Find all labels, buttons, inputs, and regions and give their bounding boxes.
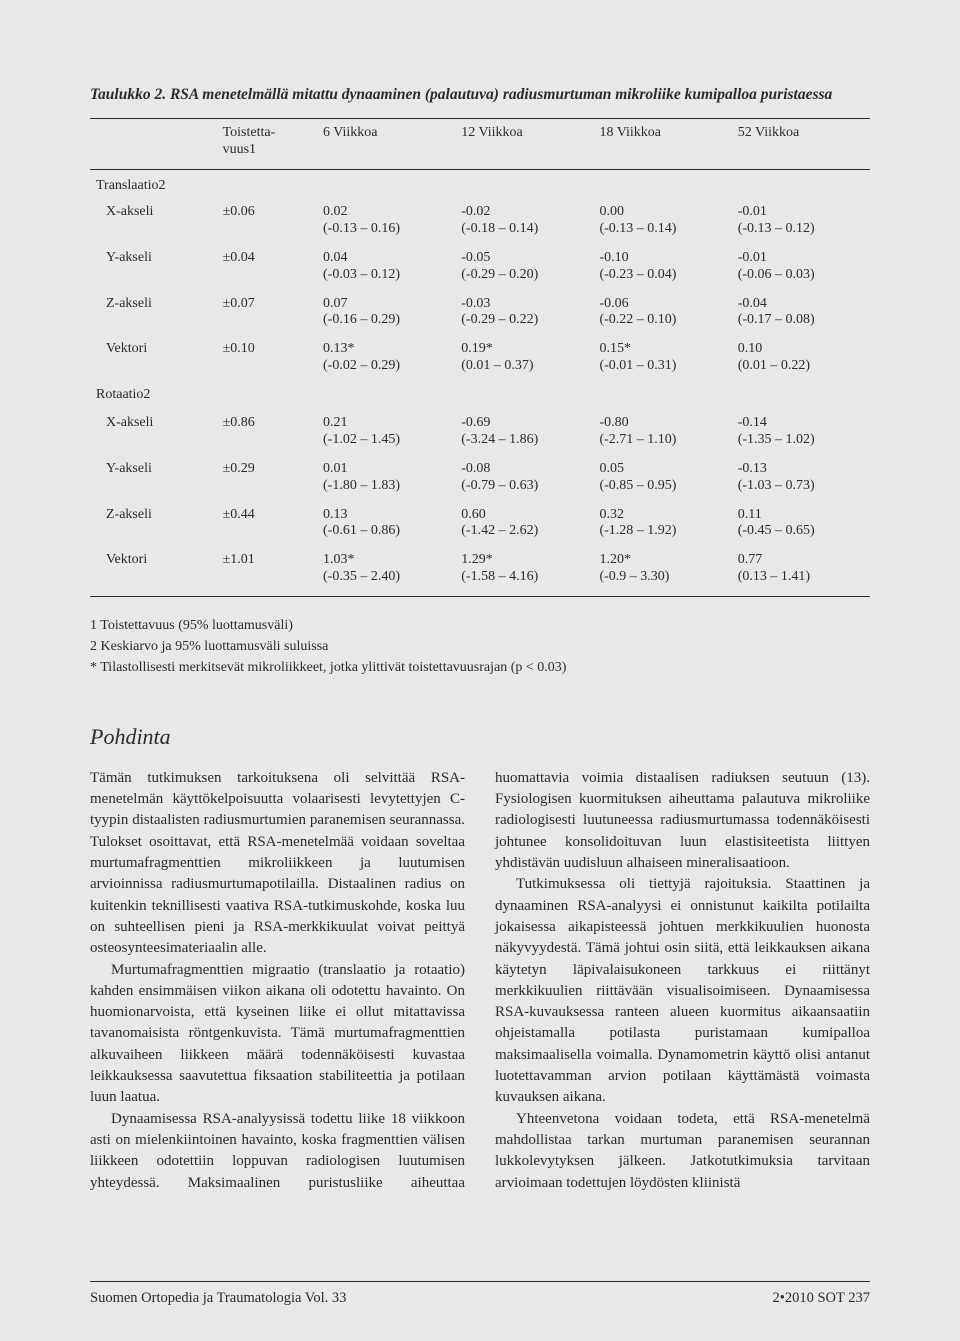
col-w18: 18 Viikkoa xyxy=(593,118,731,169)
table-row: Y-akseli±0.040.04(-0.03 – 0.12)-0.05(-0.… xyxy=(90,244,870,290)
cell-w52: -0.01(-0.13 – 0.12) xyxy=(732,198,870,244)
cell-w52: -0.04(-0.17 – 0.08) xyxy=(732,290,870,336)
cell-rep: ±0.06 xyxy=(217,198,317,244)
cell-w12: -0.69(-3.24 – 1.86) xyxy=(455,409,593,455)
col-rep: Toistetta- vuus1 xyxy=(217,118,317,169)
cell-w52: 0.77(0.13 – 1.41) xyxy=(732,546,870,596)
col-blank xyxy=(90,118,217,169)
body-text: Tämän tutkimuksen tarkoituksena oli selv… xyxy=(90,768,870,1194)
cell-w52: -0.13(-1.03 – 0.73) xyxy=(732,455,870,501)
cell-w6: 0.02(-0.13 – 0.16) xyxy=(317,198,455,244)
cell-w18: 0.05(-0.85 – 0.95) xyxy=(593,455,731,501)
section-row-translation: Translaatio2 xyxy=(90,169,870,198)
cell-rep: ±1.01 xyxy=(217,546,317,596)
footnotes: 1 Toistettavuus (95% luottamusväli) 2 Ke… xyxy=(90,615,870,678)
cell-w12: 1.29*(-1.58 – 4.16) xyxy=(455,546,593,596)
footnote-2: 2 Keskiarvo ja 95% luottamusväli suluiss… xyxy=(90,636,870,657)
table-title: Taulukko 2. RSA menetelmällä mitattu dyn… xyxy=(90,85,870,106)
cell-rep: ±0.29 xyxy=(217,455,317,501)
cell-w18: 0.00(-0.13 – 0.14) xyxy=(593,198,731,244)
cell-w12: 0.60(-1.42 – 2.62) xyxy=(455,501,593,547)
footnote-3: * Tilastollisesti merkitsevät mikroliikk… xyxy=(90,657,870,678)
row-label: X-akseli xyxy=(90,198,217,244)
page-footer: Suomen Ortopedia ja Traumatologia Vol. 3… xyxy=(90,1281,870,1307)
table-row: X-akseli±0.860.21(-1.02 – 1.45)-0.69(-3.… xyxy=(90,409,870,455)
cell-w52: -0.01(-0.06 – 0.03) xyxy=(732,244,870,290)
row-label: Y-akseli xyxy=(90,244,217,290)
cell-w18: -0.10(-0.23 – 0.04) xyxy=(593,244,731,290)
footer-right: 2•2010 SOT 237 xyxy=(773,1290,870,1307)
cell-rep: ±0.07 xyxy=(217,290,317,336)
col-w12: 12 Viikkoa xyxy=(455,118,593,169)
cell-rep: ±0.04 xyxy=(217,244,317,290)
cell-w6: 0.21(-1.02 – 1.45) xyxy=(317,409,455,455)
cell-w52: 0.11(-0.45 – 0.65) xyxy=(732,501,870,547)
row-label: Y-akseli xyxy=(90,455,217,501)
table-row: Z-akseli±0.070.07(-0.16 – 0.29)-0.03(-0.… xyxy=(90,290,870,336)
row-label: X-akseli xyxy=(90,409,217,455)
footnote-1: 1 Toistettavuus (95% luottamusväli) xyxy=(90,615,870,636)
cell-w6: 0.13(-0.61 – 0.86) xyxy=(317,501,455,547)
table-row: Z-akseli±0.440.13(-0.61 – 0.86)0.60(-1.4… xyxy=(90,501,870,547)
cell-w18: 1.20*(-0.9 – 3.30) xyxy=(593,546,731,596)
row-label: Vektori xyxy=(90,546,217,596)
row-label: Vektori xyxy=(90,335,217,381)
cell-w6: 0.13*(-0.02 – 0.29) xyxy=(317,335,455,381)
section-label: Translaatio2 xyxy=(90,169,217,198)
cell-w12: 0.19*(0.01 – 0.37) xyxy=(455,335,593,381)
cell-w6: 0.07(-0.16 – 0.29) xyxy=(317,290,455,336)
body-p2: Murtumafragmenttien migraatio (translaat… xyxy=(90,960,465,1109)
table-row: Vektori±1.011.03*(-0.35 – 2.40)1.29*(-1.… xyxy=(90,546,870,596)
table-row: Vektori±0.100.13*(-0.02 – 0.29)0.19*(0.0… xyxy=(90,335,870,381)
table-row: Y-akseli±0.290.01(-1.80 – 1.83)-0.08(-0.… xyxy=(90,455,870,501)
cell-w18: 0.15*(-0.01 – 0.31) xyxy=(593,335,731,381)
table-row: X-akseli±0.060.02(-0.13 – 0.16)-0.02(-0.… xyxy=(90,198,870,244)
cell-rep: ±0.44 xyxy=(217,501,317,547)
cell-w12: -0.08(-0.79 – 0.63) xyxy=(455,455,593,501)
row-label: Z-akseli xyxy=(90,501,217,547)
col-w52: 52 Viikkoa xyxy=(732,118,870,169)
cell-w12: -0.05(-0.29 – 0.20) xyxy=(455,244,593,290)
cell-w6: 1.03*(-0.35 – 2.40) xyxy=(317,546,455,596)
body-p1: Tämän tutkimuksen tarkoituksena oli selv… xyxy=(90,768,465,960)
col-w6: 6 Viikkoa xyxy=(317,118,455,169)
cell-w18: -0.06(-0.22 – 0.10) xyxy=(593,290,731,336)
cell-w52: -0.14(-1.35 – 1.02) xyxy=(732,409,870,455)
cell-w18: 0.32(-1.28 – 1.92) xyxy=(593,501,731,547)
data-table: Toistetta- vuus1 6 Viikkoa 12 Viikkoa 18… xyxy=(90,118,870,597)
cell-w52: 0.10(0.01 – 0.22) xyxy=(732,335,870,381)
section-row-rotation: Rotaatio2 xyxy=(90,381,870,410)
cell-rep: ±0.10 xyxy=(217,335,317,381)
cell-w12: -0.03(-0.29 – 0.22) xyxy=(455,290,593,336)
body-p5: Yhteenvetona voidaan todeta, että RSA-me… xyxy=(495,1109,870,1194)
cell-w6: 0.04(-0.03 – 0.12) xyxy=(317,244,455,290)
cell-w12: -0.02(-0.18 – 0.14) xyxy=(455,198,593,244)
cell-rep: ±0.86 xyxy=(217,409,317,455)
cell-w6: 0.01(-1.80 – 1.83) xyxy=(317,455,455,501)
section-heading: Pohdinta xyxy=(90,724,870,750)
section-label: Rotaatio2 xyxy=(90,381,217,410)
row-label: Z-akseli xyxy=(90,290,217,336)
body-p4: Tutkimuksessa oli tiettyjä rajoituksia. … xyxy=(495,874,870,1108)
footer-left: Suomen Ortopedia ja Traumatologia Vol. 3… xyxy=(90,1290,346,1307)
cell-w18: -0.80(-2.71 – 1.10) xyxy=(593,409,731,455)
